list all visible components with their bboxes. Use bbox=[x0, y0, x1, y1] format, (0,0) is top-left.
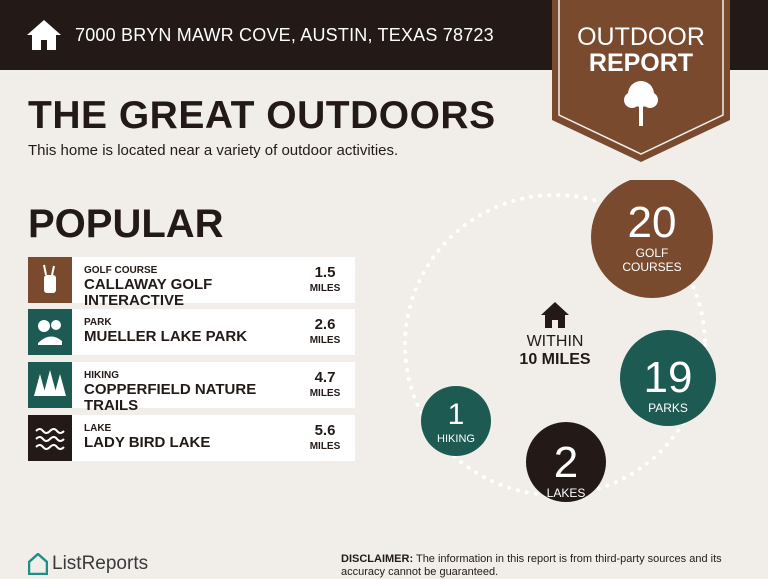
section-heading: POPULAR bbox=[28, 202, 224, 246]
badge-line: REPORT bbox=[588, 49, 694, 77]
count-label: LAKES bbox=[546, 486, 586, 500]
count-bubble: 1 HIKING bbox=[421, 398, 491, 446]
count-bubble: 20 GOLF COURSES bbox=[592, 198, 712, 275]
count-label: GOLF COURSES bbox=[622, 246, 682, 274]
activity-row: HIKING COPPERFIELD NATURE TRAILS 4.7 MIL… bbox=[28, 362, 355, 414]
brand-name: ListReports bbox=[52, 553, 149, 574]
subtitle: This home is located near a variety of o… bbox=[28, 142, 399, 159]
count: 20 bbox=[627, 198, 677, 247]
place-name: COPPERFIELD NATURE TRAILS bbox=[84, 381, 257, 414]
golf-icon bbox=[28, 257, 72, 303]
distance: 2.6 bbox=[314, 316, 336, 333]
distance-unit: MILES bbox=[309, 283, 341, 294]
activity-row: GOLF COURSE CALLAWAY GOLF INTERACTIVE 1.… bbox=[28, 257, 355, 309]
distance-unit: MILES bbox=[309, 441, 341, 452]
lake-icon bbox=[28, 415, 72, 461]
category: PARK bbox=[84, 317, 112, 328]
activity-row: LAKE LADY BIRD LAKE 5.6 MILES bbox=[28, 415, 355, 461]
brand-logo bbox=[28, 553, 48, 575]
category: GOLF COURSE bbox=[84, 265, 158, 276]
park-icon bbox=[28, 309, 72, 355]
count-label: PARKS bbox=[648, 401, 688, 415]
count-label: HIKING bbox=[437, 433, 475, 445]
count-bubble: 19 PARKS bbox=[620, 353, 716, 416]
count-bubble: 2 LAKES bbox=[526, 438, 606, 501]
address: 7000 BRYN MAWR COVE, AUSTIN, TEXAS 78723 bbox=[75, 25, 494, 45]
category: LAKE bbox=[84, 423, 112, 434]
badge-text: OUTDOOR REPORT bbox=[553, 24, 729, 76]
disclaimer: DISCLAIMER: The information in this repo… bbox=[341, 553, 751, 579]
activity-row: PARK MUELLER LAKE PARK 2.6 MILES bbox=[28, 309, 355, 355]
disclaimer-text: The information in this report is from t… bbox=[341, 553, 722, 578]
distance: 4.7 bbox=[314, 369, 336, 386]
radius-graphic bbox=[403, 180, 716, 502]
disclaimer-label: DISCLAIMER: bbox=[341, 553, 414, 565]
report-badge bbox=[552, 0, 730, 162]
category: HIKING bbox=[84, 370, 119, 381]
home-icon bbox=[27, 20, 61, 50]
title: THE GREAT OUTDOORS bbox=[28, 94, 496, 137]
distance-unit: MILES bbox=[309, 388, 341, 399]
radius-line: WITHIN bbox=[526, 333, 584, 350]
distance: 1.5 bbox=[314, 264, 336, 281]
radius-label: WITHIN 10 MILES bbox=[495, 333, 615, 369]
distance: 5.6 bbox=[314, 422, 336, 439]
count: 2 bbox=[553, 438, 579, 487]
place-name: MUELLER LAKE PARK bbox=[84, 328, 248, 345]
count: 1 bbox=[447, 398, 465, 431]
hiking-icon bbox=[28, 362, 72, 408]
place-name: CALLAWAY GOLF INTERACTIVE bbox=[84, 276, 213, 309]
distance-unit: MILES bbox=[309, 335, 341, 346]
badge-line: OUTDOOR bbox=[577, 23, 705, 51]
count: 19 bbox=[643, 353, 693, 402]
place-name: LADY BIRD LAKE bbox=[84, 434, 211, 451]
radius-line: 10 MILES bbox=[519, 351, 591, 368]
